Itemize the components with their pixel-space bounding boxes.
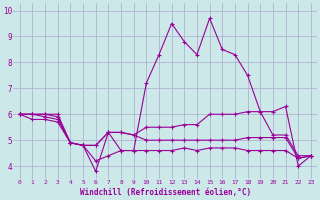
X-axis label: Windchill (Refroidissement éolien,°C): Windchill (Refroidissement éolien,°C) [80, 188, 251, 197]
